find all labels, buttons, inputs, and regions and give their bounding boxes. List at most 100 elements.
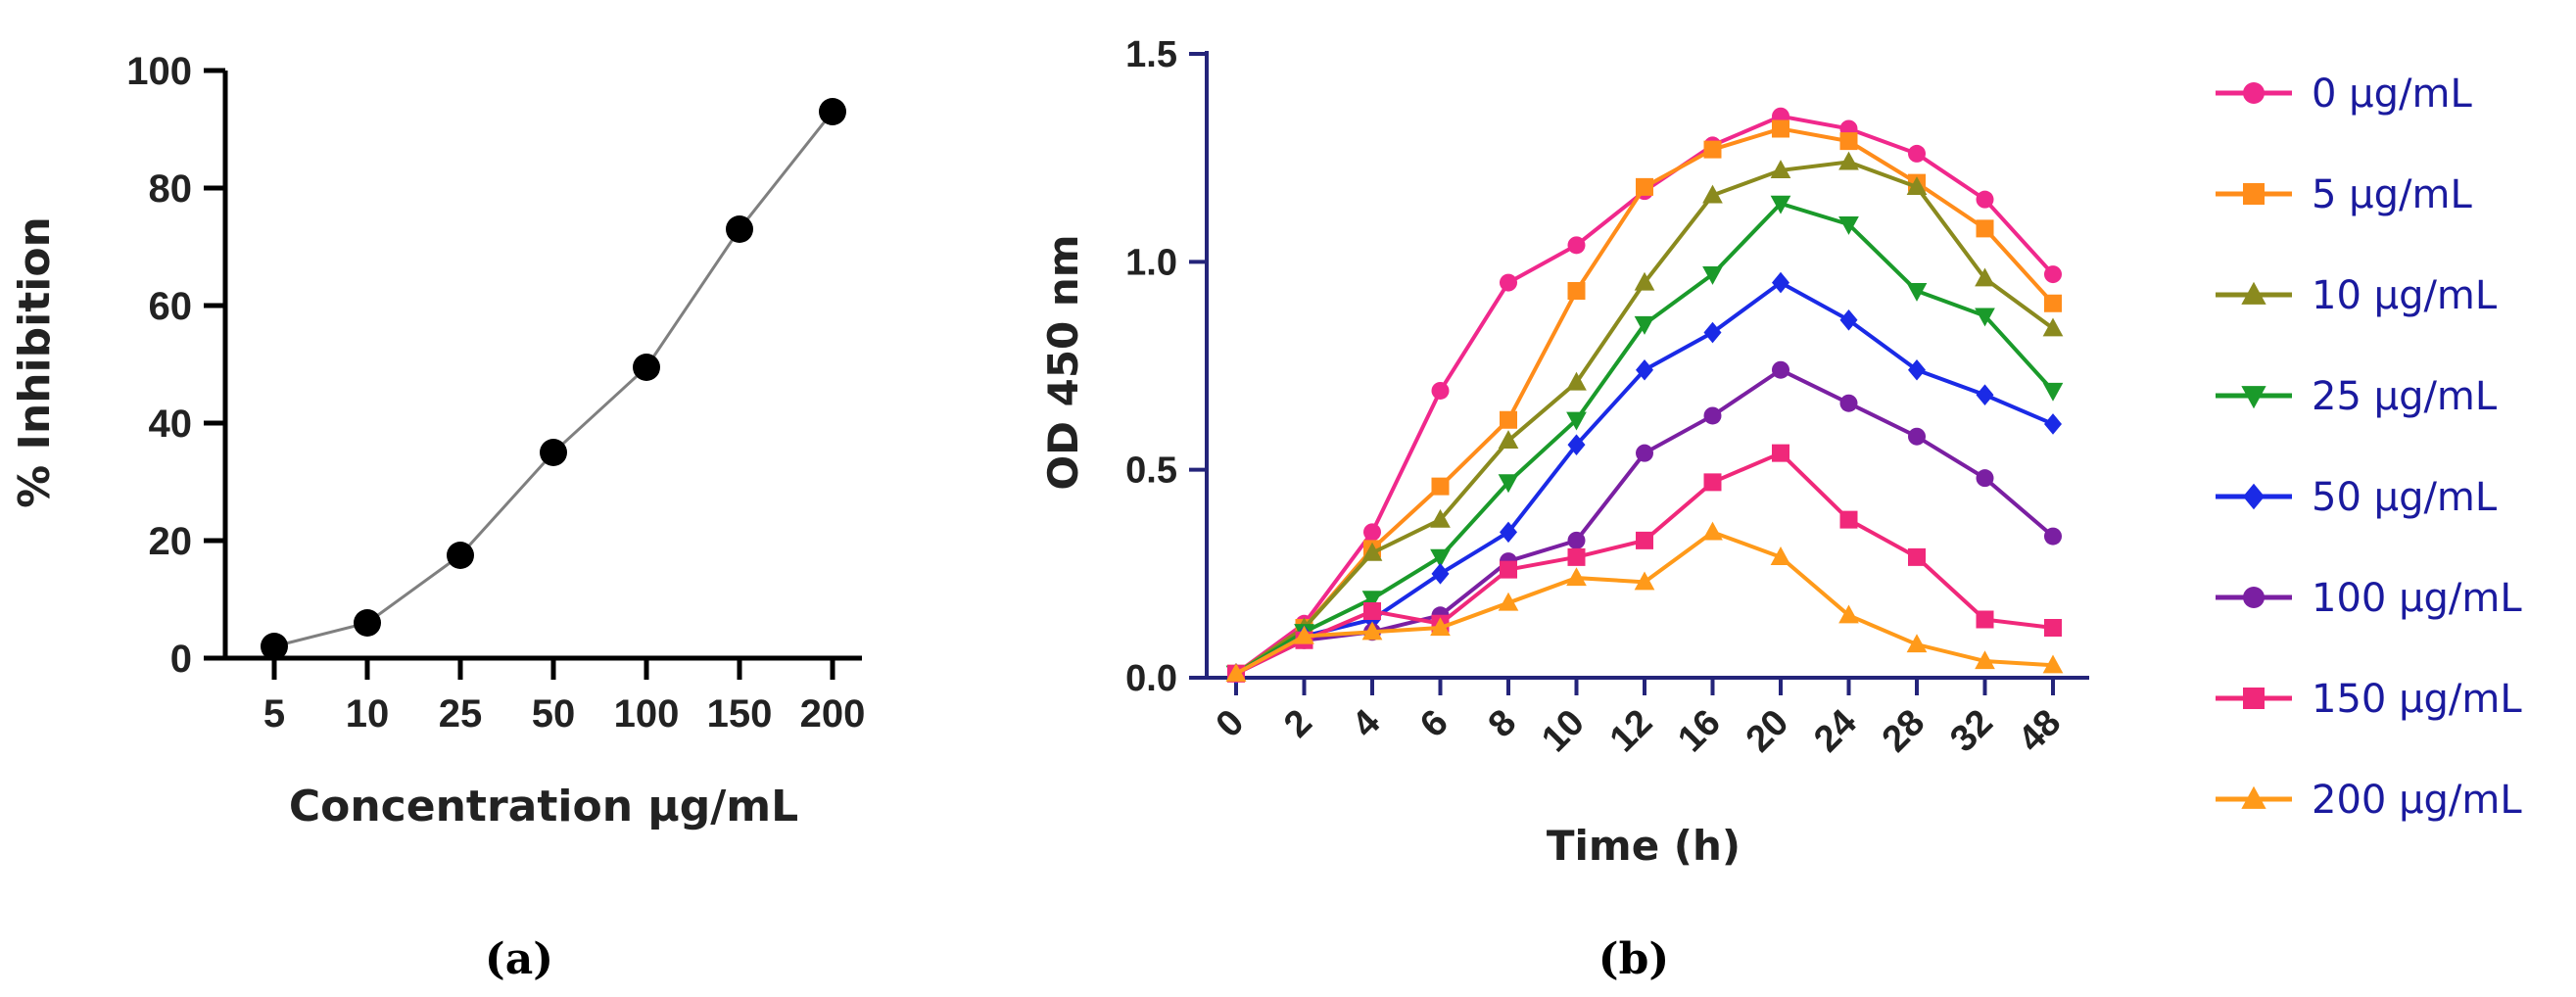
panel-a-y-tick-label: 20 [149,520,193,563]
panel-b-y-axis-title: OD 450 nm [1039,234,1087,490]
panel-b-y-tick-label: 0.0 [1125,658,1177,699]
panel-a-label: (a) [485,934,553,984]
panel-b-data-point [1975,650,1995,670]
panel-b-x-tick-label: 24 [1806,702,1865,761]
panel-a-x-ticks: 5 10 25 50 100 150 200 [263,658,865,736]
panel-a-y-tick-label: 80 [149,167,193,211]
panel-a-x-tick-label: 10 [346,692,390,736]
panel-b-data-point [1636,177,1653,196]
panel-b-data-point [1363,523,1381,542]
panel-b-x-tick-label: 10 [1534,702,1593,761]
panel-b-data-point [1294,625,1314,644]
panel-b-data-point [1908,358,1926,381]
panel-a-y-ticks: 0 20 40 60 80 100 [126,50,225,681]
legend-label: 200 µg/mL [2312,778,2522,823]
panel-a-x-tick-label: 100 [614,692,680,736]
panel-b-data-point [1636,444,1653,462]
panel-b-data-point [1976,610,1994,629]
panel-b-data-point [1430,548,1451,568]
panel-b-y-tick-label: 1.5 [1125,34,1177,75]
panel-b-data-point [1976,219,1994,238]
panel-a-series [261,98,846,660]
panel-a-series-line [273,111,835,648]
panel-b-data-point [1703,406,1722,425]
panel-b-data-point [1567,282,1586,301]
panel-b-data-point [1906,176,1928,195]
panel-a-data-point [447,542,474,569]
panel-a-x-tick-label: 150 [707,692,773,736]
panel-a-y-tick-label: 0 [170,638,192,681]
panel-a-y-tick-label: 60 [149,285,193,328]
panel-b-data-point [1431,477,1450,496]
panel-b-data-point [1567,531,1586,549]
panel-b-data-point [1838,604,1859,624]
panel-b-data-point [1976,190,1994,209]
panel-b-data-point [1634,571,1655,591]
legend-label: 10 µg/mL [2312,273,2498,318]
panel-b-data-point [1838,216,1859,235]
panel-b-data-point [1634,315,1655,335]
panel-b-y-tick-label: 1.0 [1125,242,1177,283]
panel-b-data-point [1975,308,1995,327]
panel-b-data-point [1770,546,1791,565]
panel-b-data-point [1770,195,1791,214]
panel-b-data-point [1363,602,1381,621]
panel-b-x-tick-label: 0 [1209,702,1253,746]
panel-b-legend: 0 µg/mL 5 µg/mL 10 µg/mL 25 µg/mL 50 µg/mL 10… [2216,71,2522,823]
panel-b-data-point [1772,119,1789,138]
panel-b-data-point [1975,267,1995,287]
panel-b-x-axis-title: Time (h) [1547,822,1741,870]
panel-b-data-point [1772,271,1789,294]
legend-label: 0 µg/mL [2312,71,2472,117]
panel-b-x-tick-label: 28 [1875,702,1933,761]
panel-b-x-tick-label: 12 [1602,702,1661,761]
panel-b-data-point [2044,294,2062,312]
panel-b-x-tick-label: 8 [1481,702,1525,746]
panel-b-data-point [1770,160,1791,179]
panel-b-data-point [1839,132,1858,151]
panel-b-data-point [1225,662,1247,682]
panel-b-series [1225,107,2064,685]
panel-b-data-point [1431,563,1450,585]
panel-b-data-point [1430,617,1451,637]
panel-b-x-tick-label: 48 [2011,702,2070,761]
panel-b-data-point [1498,592,1519,611]
panel-b-data-point [1500,521,1517,544]
panel-a-data-point [261,633,288,660]
panel-a-data-point [819,98,846,125]
panel-b-data-point [1839,510,1858,529]
panel-b-data-point [1498,430,1519,450]
panel-b-data-point [1361,542,1383,561]
panel-b-data-point [1566,411,1587,431]
panel-a-data-point [540,439,567,466]
panel-b-data-point [1702,184,1723,204]
legend-swatch-marker [2241,386,2266,409]
panel-a-data-point [354,609,381,637]
panel-b-data-point [1636,531,1653,549]
panel-b-data-point [1703,140,1722,159]
panel-a-data-point [633,354,660,381]
panel-b-y-ticks: 0.0 0.5 1.0 1.5 [1125,34,1207,699]
panel-b-data-point [1772,444,1789,462]
panel-b-data-point [1839,394,1858,412]
panel-a-x-tick-label: 25 [439,692,483,736]
panel-a-x-tick-label: 50 [532,692,576,736]
panel-b-data-point [1498,474,1519,494]
panel-b-data-point [2042,654,2064,674]
legend-label: 100 µg/mL [2312,576,2522,621]
panel-b-x-tick-label: 4 [1345,702,1389,746]
panel-a-y-tick-label: 40 [149,403,193,446]
panel-b-data-point [1361,591,1383,610]
panel-b-data-point [1567,236,1586,255]
panel-a-x-tick-label: 5 [263,692,285,736]
panel-b-y-tick-label: 0.5 [1125,451,1177,492]
legend-label: 5 µg/mL [2312,172,2472,217]
panel-b-data-point [1702,521,1723,541]
panel-b-x-tick-label: 2 [1276,702,1320,746]
panel-b-data-point [2044,527,2062,546]
panel-b-data-point [1636,358,1653,381]
panel-b-data-point [2042,382,2064,402]
panel-b-label: (b) [1598,934,1669,984]
legend-swatch-marker [2243,483,2265,510]
